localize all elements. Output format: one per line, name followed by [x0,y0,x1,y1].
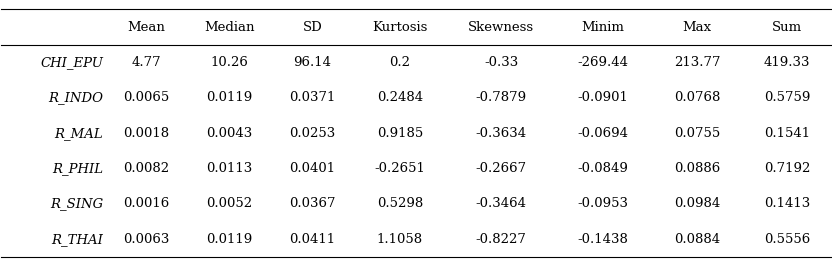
Text: 0.0018: 0.0018 [123,127,170,140]
Text: R_SING: R_SING [50,197,103,210]
Text: 0.5759: 0.5759 [764,91,810,104]
Text: 0.0755: 0.0755 [674,127,721,140]
Text: 0.1541: 0.1541 [764,127,810,140]
Text: 0.0886: 0.0886 [674,162,721,175]
Text: 96.14: 96.14 [294,56,331,69]
Text: 0.2484: 0.2484 [377,91,423,104]
Text: 0.0065: 0.0065 [123,91,170,104]
Text: 1.1058: 1.1058 [377,233,423,246]
Text: 0.0411: 0.0411 [290,233,335,246]
Text: 0.9185: 0.9185 [377,127,423,140]
Text: 0.0984: 0.0984 [674,197,721,210]
Text: -0.3634: -0.3634 [476,127,527,140]
Text: R_PHIL: R_PHIL [52,162,103,175]
Text: 0.0367: 0.0367 [289,197,335,210]
Text: 0.0119: 0.0119 [206,233,253,246]
Text: 0.0119: 0.0119 [206,91,253,104]
Text: -0.1438: -0.1438 [577,233,628,246]
Text: 0.0016: 0.0016 [123,197,170,210]
Text: 0.5556: 0.5556 [764,233,810,246]
Text: R_MAL: R_MAL [55,127,103,140]
Text: -0.3464: -0.3464 [476,197,527,210]
Text: -0.7879: -0.7879 [476,91,527,104]
Text: 213.77: 213.77 [674,56,721,69]
Text: 0.0082: 0.0082 [123,162,170,175]
Text: -0.0901: -0.0901 [577,91,628,104]
Text: 0.0768: 0.0768 [674,91,721,104]
Text: -0.2667: -0.2667 [476,162,527,175]
Text: -0.2651: -0.2651 [374,162,425,175]
Text: R_INDO: R_INDO [48,91,103,104]
Text: Median: Median [204,20,255,34]
Text: 0.0063: 0.0063 [123,233,170,246]
Text: 0.0253: 0.0253 [290,127,335,140]
Text: SD: SD [303,20,322,34]
Text: 0.0052: 0.0052 [206,197,252,210]
Text: Mean: Mean [127,20,166,34]
Text: Sum: Sum [772,20,802,34]
Text: 0.0043: 0.0043 [206,127,253,140]
Text: -0.0694: -0.0694 [577,127,628,140]
Text: 0.5298: 0.5298 [377,197,423,210]
Text: 0.0371: 0.0371 [290,91,335,104]
Text: 419.33: 419.33 [764,56,810,69]
Text: -269.44: -269.44 [577,56,628,69]
Text: Kurtosis: Kurtosis [372,20,428,34]
Text: Max: Max [682,20,711,34]
Text: R_THAI: R_THAI [52,233,103,246]
Text: Skewness: Skewness [468,20,534,34]
Text: 4.77: 4.77 [131,56,161,69]
Text: 0.1413: 0.1413 [764,197,810,210]
Text: 0.7192: 0.7192 [764,162,810,175]
Text: CHI_EPU: CHI_EPU [40,56,103,69]
Text: Minim: Minim [581,20,624,34]
Text: -0.0953: -0.0953 [577,197,628,210]
Text: 0.0884: 0.0884 [674,233,720,246]
Text: 0.0401: 0.0401 [290,162,335,175]
Text: -0.8227: -0.8227 [476,233,527,246]
Text: 10.26: 10.26 [210,56,249,69]
Text: 0.0113: 0.0113 [206,162,253,175]
Text: -0.33: -0.33 [484,56,518,69]
Text: 0.2: 0.2 [389,56,410,69]
Text: -0.0849: -0.0849 [577,162,628,175]
